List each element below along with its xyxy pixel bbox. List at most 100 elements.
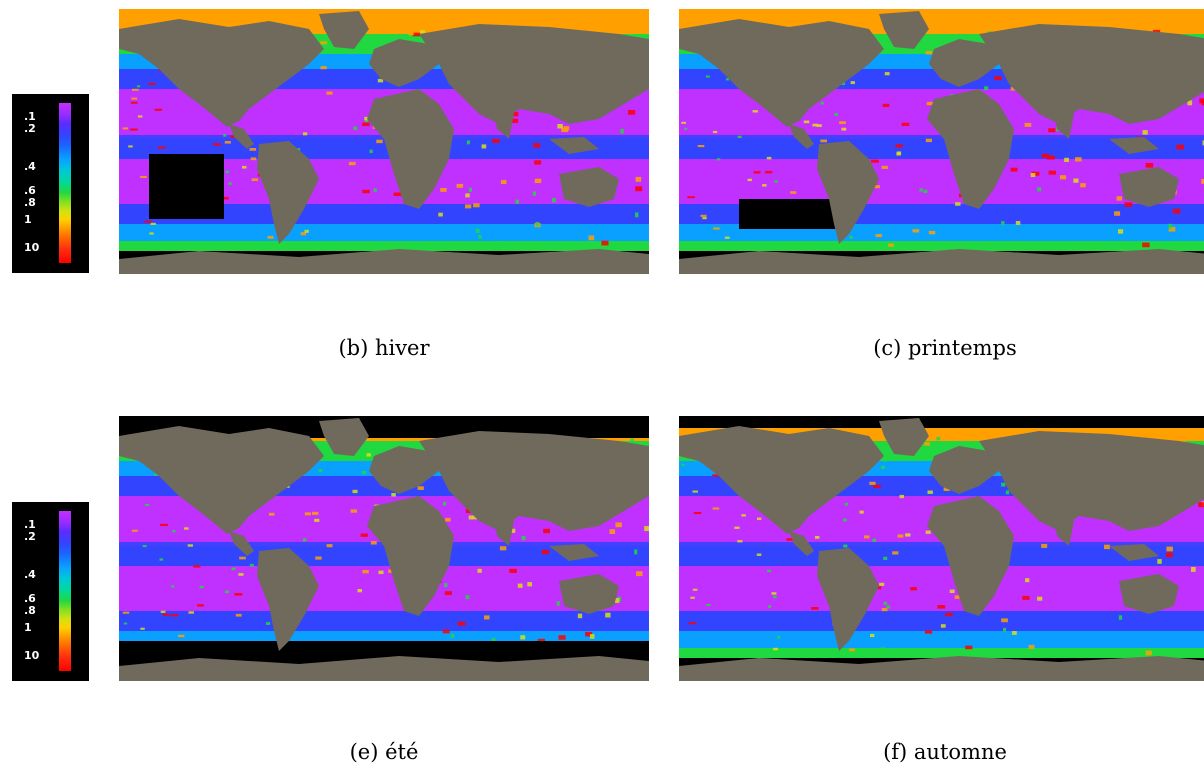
chlorophyll-speck — [137, 85, 141, 88]
chlorophyll-speck — [1041, 543, 1048, 548]
land-mass — [679, 656, 1204, 681]
chlorophyll-speck — [924, 630, 933, 634]
chlorophyll-speck — [773, 595, 777, 599]
land-mass — [927, 496, 1014, 616]
chlorophyll-speck — [1015, 221, 1021, 225]
chlorophyll-speck — [905, 533, 911, 537]
chlorophyll-speck — [1168, 226, 1176, 232]
legend-tick: .8 — [24, 196, 36, 209]
ocean-chlorophyll-band — [679, 611, 1204, 631]
chlorophyll-speck — [481, 144, 487, 149]
chlorophyll-speck — [615, 522, 622, 528]
chlorophyll-speck — [376, 139, 383, 144]
chlorophyll-speck — [620, 128, 624, 134]
chlorophyll-speck — [148, 82, 156, 85]
chlorophyll-speck — [842, 243, 846, 247]
no-data-patch — [739, 199, 839, 229]
chlorophyll-speck — [137, 115, 143, 118]
chlorophyll-speck — [927, 490, 933, 494]
chlorophyll-map — [119, 9, 649, 274]
chlorophyll-speck — [984, 86, 989, 91]
chlorophyll-speck — [1024, 122, 1032, 127]
chlorophyll-speck — [841, 82, 845, 86]
chlorophyll-speck — [693, 512, 702, 515]
chlorophyll-speck — [444, 583, 448, 587]
chlorophyll-speck — [605, 612, 611, 618]
chlorophyll-speck — [690, 596, 695, 599]
land-mass — [929, 446, 999, 494]
chlorophyll-speck — [509, 528, 516, 533]
chlorophyll-speck — [366, 453, 371, 457]
chlorophyll-speck — [752, 110, 758, 113]
chlorophyll-speck — [314, 518, 320, 522]
no-data-patch — [149, 154, 224, 219]
chlorophyll-speck — [747, 178, 752, 182]
chlorophyll-speck — [373, 188, 377, 192]
land-mass — [1119, 574, 1179, 614]
chlorophyll-speck — [1118, 229, 1124, 234]
land-mass — [367, 496, 454, 616]
chlorophyll-speck — [684, 127, 688, 130]
chlorophyll-speck — [875, 234, 882, 238]
land-mass — [119, 426, 324, 534]
chlorophyll-speck — [706, 604, 711, 607]
equatorial-band — [679, 542, 1204, 548]
chlorophyll-speck — [365, 118, 369, 123]
chlorophyll-speck — [223, 134, 227, 137]
chlorophyll-speck — [945, 612, 953, 617]
legend-tick: 10 — [24, 649, 40, 662]
ocean-chlorophyll-band — [119, 241, 649, 251]
chlorophyll-speck — [901, 122, 910, 126]
legend-tick: .6 — [24, 184, 36, 197]
chlorophyll-speck — [122, 127, 129, 130]
chlorophyll-speck — [391, 493, 396, 497]
chlorophyll-speck — [883, 601, 888, 605]
chlorophyll-speck — [1187, 100, 1193, 106]
chlorophyll-speck — [820, 139, 828, 143]
chlorophyll-speck — [456, 183, 464, 188]
chlorophyll-speck — [224, 141, 231, 144]
chlorophyll-speck — [154, 108, 163, 111]
chlorophyll-speck — [128, 145, 133, 148]
chlorophyll-speck — [537, 638, 546, 644]
chlorophyll-speck — [869, 481, 876, 485]
chlorophyll-speck — [131, 97, 138, 100]
chlorophyll-speck — [557, 124, 563, 129]
chlorophyll-speck — [636, 571, 643, 577]
chlorophyll-speck — [220, 196, 229, 200]
chlorophyll-speck — [235, 613, 242, 617]
legend-tick: .4 — [24, 160, 36, 173]
chlorophyll-speck — [1201, 178, 1204, 184]
chlorophyll-speck — [443, 501, 447, 506]
chlorophyll-speck — [1028, 644, 1035, 649]
chlorophyll-speck — [556, 601, 560, 606]
chlorophyll-speck — [408, 31, 414, 36]
land-mass — [1054, 109, 1074, 139]
chlorophyll-speck — [767, 605, 772, 608]
chlorophyll-speck — [154, 473, 158, 476]
land-mass — [789, 124, 814, 149]
chlorophyll-speck — [140, 175, 147, 179]
ocean-chlorophyll-band — [679, 241, 1204, 251]
chlorophyll-speck — [1030, 173, 1036, 177]
chlorophyll-speck — [870, 634, 875, 638]
chlorophyll-speck — [883, 458, 887, 462]
chlorophyll-speck — [635, 212, 639, 218]
chlorophyll-speck — [412, 32, 421, 37]
chlorophyll-speck — [1124, 202, 1133, 207]
chlorophyll-speck — [635, 176, 642, 182]
chlorophyll-speck — [834, 113, 839, 116]
chlorophyll-speck — [762, 184, 767, 187]
chlorophyll-speck — [302, 132, 308, 136]
chlorophyll-speck — [1104, 544, 1110, 550]
chlorophyll-speck — [681, 121, 687, 124]
chlorophyll-speck — [520, 635, 526, 640]
chlorophyll-speck — [364, 116, 369, 121]
chlorophyll-speck — [774, 180, 778, 183]
chlorophyll-speck — [874, 185, 880, 189]
chlorophyll-speck — [965, 645, 973, 650]
chlorophyll-speck — [734, 526, 740, 529]
chlorophyll-speck — [197, 604, 204, 607]
caption-summer: (e) été — [349, 740, 419, 764]
chlorophyll-speck — [472, 515, 478, 520]
